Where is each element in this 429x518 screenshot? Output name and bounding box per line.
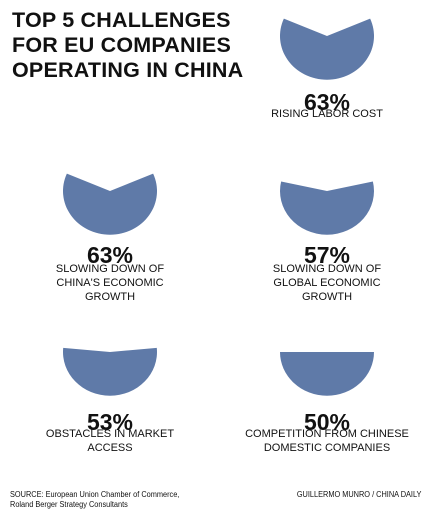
chart-title-line-1: TOP 5 CHALLENGES bbox=[12, 8, 231, 32]
pie-slice bbox=[280, 18, 374, 80]
pie-tile: 57%SLOWING DOWN OF GLOBAL ECONOMIC GROWTH bbox=[273, 181, 381, 303]
pie-value-label: 57% bbox=[304, 242, 350, 268]
chart-title-line-2: FOR EU COMPANIES bbox=[12, 33, 232, 57]
source-line-2: Roland Berger Strategy Consultants bbox=[10, 500, 128, 509]
pie-slice bbox=[280, 181, 374, 235]
chart-title: TOP 5 CHALLENGES FOR EU COMPANIES OPERAT… bbox=[12, 8, 262, 83]
pie-category-label: GROWTH bbox=[85, 291, 135, 303]
pie-category-label: DOMESTIC COMPANIES bbox=[264, 442, 390, 454]
pie-category-label: OBSTACLES IN MARKET bbox=[46, 428, 174, 440]
pie-value-label: 50% bbox=[304, 409, 350, 435]
source-note: SOURCE: European Union Chamber of Commer… bbox=[10, 490, 179, 510]
pie-tile: 63%SLOWING DOWN OF CHINA'S ECONOMIC GROWTH bbox=[56, 173, 164, 303]
pie-category-label: SLOWING DOWN OF bbox=[56, 263, 164, 275]
pie-slice bbox=[62, 173, 157, 235]
pie-tile: 63%RISING LABOR COST bbox=[271, 18, 383, 120]
pie-tile: 53%OBSTACLES IN MARKET ACCESS bbox=[46, 347, 174, 454]
pie-slice bbox=[280, 352, 374, 396]
pie-value-label: 63% bbox=[304, 89, 350, 115]
pie-category-label: ACCESS bbox=[87, 442, 132, 454]
source-line-1: SOURCE: European Union Chamber of Commer… bbox=[10, 490, 180, 499]
chart-title-line-3: OPERATING IN CHINA bbox=[12, 58, 244, 82]
pie-value-label: 63% bbox=[87, 242, 133, 268]
pie-value-label: 53% bbox=[87, 409, 133, 435]
pie-category-label: GLOBAL ECONOMIC bbox=[273, 277, 380, 289]
pie-category-label: GROWTH bbox=[302, 291, 352, 303]
pie-category-label: RISING LABOR COST bbox=[271, 108, 383, 120]
pie-category-label: SLOWING DOWN OF bbox=[273, 263, 381, 275]
pie-category-label: CHINA'S ECONOMIC bbox=[56, 277, 163, 289]
pie-slice bbox=[63, 347, 157, 396]
pie-tile: 50%COMPETITION FROM CHINESE DOMESTIC COMP… bbox=[245, 352, 409, 454]
pie-category-label: COMPETITION FROM CHINESE bbox=[245, 428, 409, 440]
credit-note: GUILLERMO MUNRO / CHINA DAILY bbox=[296, 490, 421, 499]
